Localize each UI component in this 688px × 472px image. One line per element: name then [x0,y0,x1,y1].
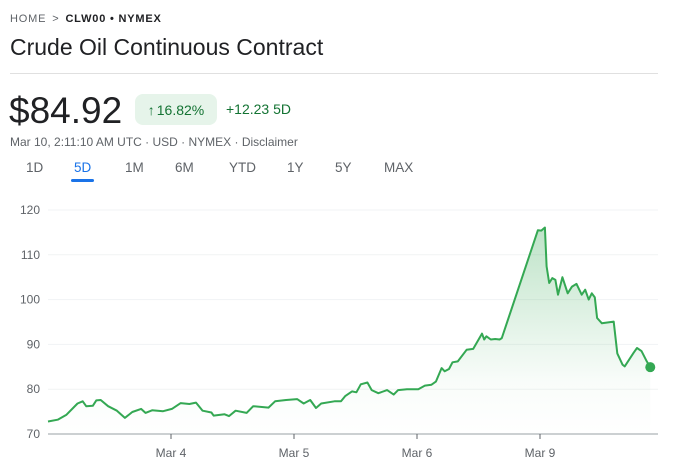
last-price-dot [645,362,656,373]
breadcrumb-home-link[interactable]: HOME [10,13,47,25]
tab-5d[interactable]: 5D [70,160,95,182]
tab-1d[interactable]: 1D [26,160,44,175]
x-tick-label: Mar 9 [525,446,556,460]
tab-max[interactable]: MAX [384,160,414,175]
y-tick-label: 70 [27,427,41,441]
tab-5y[interactable]: 5Y [335,160,352,175]
y-tick-label: 120 [20,203,40,217]
divider [10,73,658,74]
tab-1m[interactable]: 1M [125,160,144,175]
x-tick-label: Mar 4 [156,446,187,460]
quote-meta: Mar 10, 2:11:10 AM UTC · USD · NYMEX · D… [10,135,298,149]
x-tick-label: Mar 5 [279,446,310,460]
price-line [47,226,652,423]
percent-change: 16.82% [156,101,205,118]
y-tick-label: 100 [20,293,40,307]
y-tick-label: 90 [27,337,41,351]
price-area-fill [48,227,651,434]
arrow-up-icon: ↑ [147,101,155,118]
breadcrumb-symbol: CLW00 • NYMEX [65,13,162,25]
percent-change-badge: ↑ 16.82% [135,94,217,125]
y-tick-label: 110 [21,248,40,262]
y-tick-label: 80 [27,382,41,396]
chevron-right-icon: > [52,13,60,25]
breadcrumb: HOME > CLW00 • NYMEX [10,13,162,25]
current-price: $84.92 [9,90,123,131]
page-title: Crude Oil Continuous Contract [10,34,324,60]
absolute-change: +12.23 5D [226,101,291,117]
tab-1y[interactable]: 1Y [287,160,304,175]
x-tick-label: Mar 6 [402,446,433,460]
tab-6m[interactable]: 6M [175,160,194,175]
tab-ytd[interactable]: YTD [229,160,256,175]
